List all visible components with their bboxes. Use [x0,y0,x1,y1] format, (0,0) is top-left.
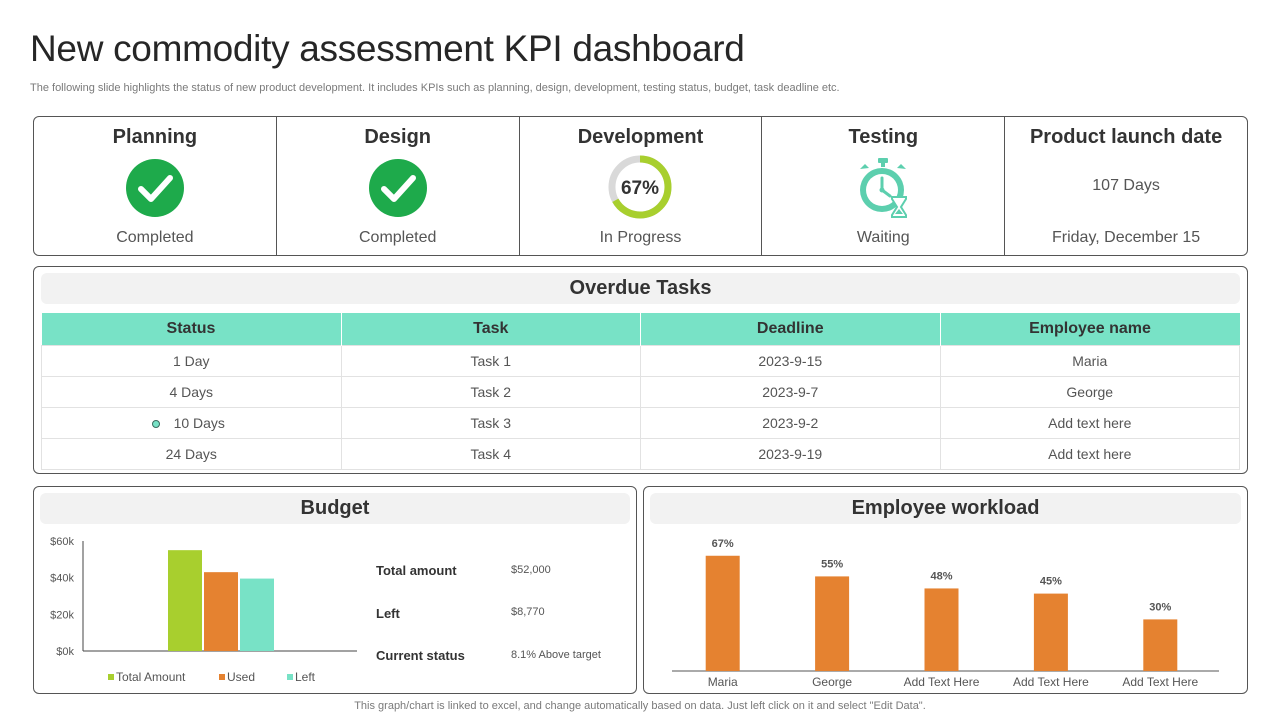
kpi-design-title: Design [364,126,432,148]
kpi-development-title: Development [577,126,704,148]
table-cell: 1 Day [41,344,342,377]
kpi-launch-days: 107 Days [1092,177,1160,194]
overdue-tasks-panel: Overdue Tasks Status Task Deadline Emplo… [33,266,1248,474]
stat-total-value: $52,000 [511,564,551,576]
data-label: 30% [1149,601,1171,613]
budget-chart[interactable]: $0k $20k $40k $60k Total Amount Used Left [34,527,374,693]
data-label: 48% [930,570,952,582]
column-header[interactable]: Employee name [940,313,1240,345]
table-cell: Task 1 [340,344,641,377]
table-row[interactable]: 4 Days Task 2 2023-9-7 George [41,375,1240,408]
data-label: 67% [712,538,734,550]
x-tick-label: Maria [708,675,738,689]
table-cell-text: 10 Days [173,414,225,431]
table-cell: 4 Days [41,375,342,408]
legend-label: Left [295,670,316,684]
column-header[interactable]: Status [41,313,342,345]
table-cell: 2023-9-15 [640,344,941,377]
kpi-development-status: In Progress [599,229,682,246]
kpi-planning-status: Completed [116,229,194,246]
workload-bar [1033,593,1068,671]
table-cell: 10 Days [41,406,342,439]
workload-chart[interactable]: 67% Maria 55% George 48% Add Text Here 45% Add … [644,527,1247,693]
table-cell: Add text here [939,437,1240,470]
y-tick-label: $40k [50,573,74,585]
workload-bar [1143,619,1178,671]
table-cell: 2023-9-2 [640,406,941,439]
page-subtitle: The following slide highlights the statu… [30,82,840,94]
kpi-testing[interactable]: Testing Waiting [762,117,1006,255]
workload-panel: Employee workload 67% Maria 55% George 48% Ad… [643,486,1248,694]
table-cell: Maria [939,344,1240,377]
workload-bar [705,555,740,671]
budget-bar [204,572,238,651]
legend-swatch [219,674,225,680]
progress-ring-fill [608,155,672,219]
legend-label: Used [227,670,255,684]
table-row[interactable]: 1 Day Task 1 2023-9-15 Maria [41,344,1240,377]
page-title: New commodity assessment KPI dashboard [30,28,745,69]
selection-dot-icon [151,419,160,428]
progress-ring: 67% [608,155,672,219]
table-cell: 2023-9-7 [640,375,941,408]
workload-bar [815,576,850,671]
table-row[interactable]: 10 Days Task 3 2023-9-2 Add text here [41,406,1240,439]
stat-status-value: 8.1% Above target [511,649,601,661]
footnote: This graph/chart is linked to excel, and… [354,700,926,712]
data-label: 45% [1040,576,1062,588]
kpi-development[interactable]: Development 67% In Progress [520,117,763,255]
data-label: 55% [821,558,843,570]
overdue-tasks-table: Status Task Deadline Employee name 1 Day… [41,313,1240,470]
table-cell: George [939,375,1240,408]
kpi-planning-title: Planning [112,126,198,148]
table-cell: 2023-9-19 [640,437,941,470]
budget-bar [240,578,274,651]
table-row[interactable]: 24 Days Task 4 2023-9-19 Add text here [41,437,1240,470]
overdue-tasks-title: Overdue Tasks [41,273,1240,304]
table-cell: Task 3 [340,406,641,439]
x-tick-label: Add Text Here [1122,675,1198,689]
table-cell: Add text here [939,406,1240,439]
kpi-testing-status: Waiting [856,229,910,246]
progress-ring-label: 67% [621,178,659,199]
check-circle-icon [368,159,427,217]
budget-bar [168,550,202,651]
budget-panel: Budget $0k $20k $40k $60k Total Amount Used Le… [33,486,637,694]
x-tick-label: Add Text Here [904,675,980,689]
workload-title: Employee workload [650,493,1241,524]
workload-bar [924,588,959,671]
column-header[interactable]: Task [341,313,641,345]
y-tick-label: $20k [50,609,74,621]
legend-label: Total Amount [116,670,186,684]
check-circle-icon [125,159,184,217]
legend-swatch [287,674,293,680]
y-tick-label: $60k [50,536,74,548]
kpi-row: Planning Completed Design Completed Deve… [33,116,1248,256]
kpi-launch-date[interactable]: Product launch date 107 Days Friday, Dec… [1005,117,1247,255]
kpi-design-status: Completed [359,229,437,246]
budget-title: Budget [40,493,630,524]
kpi-testing-title: Testing [848,126,919,148]
stopwatch-hourglass-icon [860,158,908,218]
table-cell: 24 Days [41,437,342,470]
stat-left-label: Left [376,606,400,621]
stat-status-label: Current status [376,648,465,663]
table-cell: Task 4 [340,437,641,470]
kpi-planning[interactable]: Planning Completed [34,117,277,255]
column-header[interactable]: Deadline [640,313,941,345]
x-tick-label: George [812,675,852,689]
stat-left-value: $8,770 [511,606,545,618]
kpi-launch-title: Product launch date [1029,126,1223,148]
legend-swatch [108,674,114,680]
x-tick-label: Add Text Here [1013,675,1089,689]
kpi-design[interactable]: Design Completed [277,117,520,255]
stat-total-label: Total amount [376,563,457,578]
kpi-launch-date-value: Friday, December 15 [1051,229,1201,246]
y-tick-label: $0k [56,646,74,658]
table-cell: Task 2 [340,375,641,408]
